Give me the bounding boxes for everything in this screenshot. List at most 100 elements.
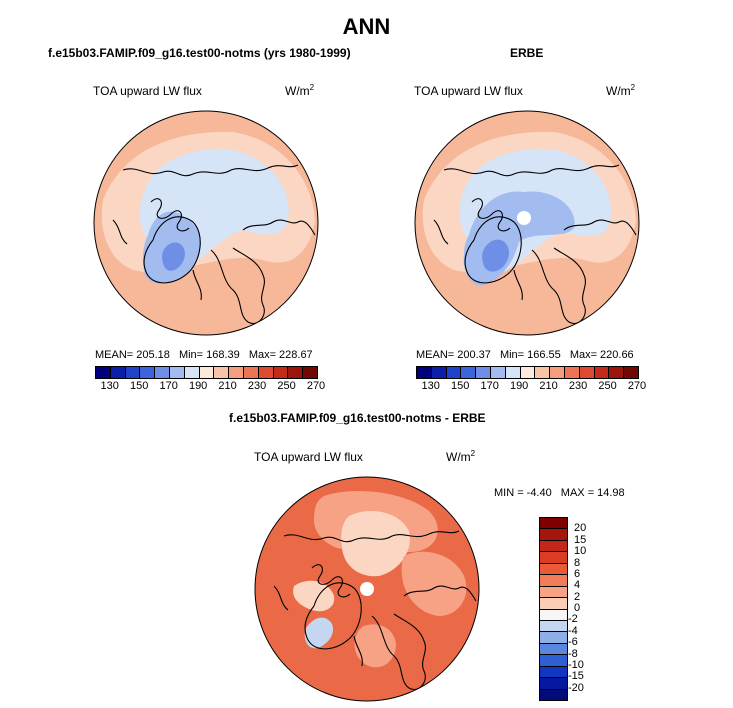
colorbar-tick-label: 190 bbox=[188, 380, 208, 392]
model-panel-title: f.e15b03.FAMIP.f09_g16.test00-notms (yrs… bbox=[48, 46, 351, 60]
colorbar-swatch bbox=[417, 367, 432, 378]
obs-map bbox=[414, 110, 640, 336]
obs-max-label: Max= bbox=[569, 349, 598, 361]
diff-field-pale-2 bbox=[293, 580, 335, 612]
colorbar-swatch bbox=[540, 689, 567, 700]
colorbar-swatch bbox=[505, 367, 521, 378]
colorbar-swatch bbox=[184, 367, 200, 378]
colorbar-tick-label: 170 bbox=[480, 380, 499, 392]
colorbar-tick-label: 20 bbox=[574, 522, 587, 535]
obs-max-value: 220.66 bbox=[600, 349, 634, 361]
diff-field-light-3 bbox=[354, 624, 396, 668]
colorbar-swatch bbox=[476, 367, 491, 378]
diff-min-label: MIN = bbox=[494, 487, 524, 499]
colorbar-swatch bbox=[540, 598, 567, 610]
model-min-label: Min= bbox=[178, 349, 204, 361]
colorbar-tick-label: 150 bbox=[451, 380, 470, 392]
model-min-value: 168.39 bbox=[206, 349, 240, 361]
colorbar-swatch bbox=[624, 367, 638, 378]
colorbar-swatch bbox=[540, 620, 567, 633]
colorbar-tick-label: 210 bbox=[539, 380, 558, 392]
colorbar-swatch bbox=[540, 609, 567, 621]
colorbar-tick-label: 4 bbox=[574, 579, 581, 592]
colorbar-swatch bbox=[535, 367, 551, 378]
colorbar-swatch bbox=[303, 367, 317, 378]
model-field-greenland-core bbox=[162, 242, 185, 271]
colorbar-swatch bbox=[579, 367, 595, 378]
colorbar-tick-label: 170 bbox=[159, 380, 178, 392]
colorbar-swatch bbox=[288, 367, 304, 378]
diff-max-value: 14.98 bbox=[597, 487, 625, 499]
colorbar-swatch bbox=[540, 575, 567, 587]
colorbar-tick-label: 230 bbox=[247, 380, 267, 392]
diff-units: W/m2 bbox=[446, 449, 475, 464]
diff-colorbar-ticks: 20 15 10 8 6 4 2 0 -2 -4 -6 -8 -10 -15 -20 bbox=[568, 517, 612, 699]
model-stats: MEAN= 205.18 Min= 168.39 Max= 228.67 bbox=[95, 349, 313, 361]
diff-units-exponent: 2 bbox=[470, 449, 476, 458]
colorbar-swatch bbox=[446, 367, 462, 378]
obs-colorbar-ticks: 130 150 170 190 210 230 250 270 bbox=[416, 380, 647, 394]
model-colorbar-ticks: 130 150 170 190 210 230 250 270 bbox=[95, 380, 326, 394]
colorbar-swatch bbox=[110, 367, 126, 378]
obs-coastlines bbox=[433, 164, 637, 324]
obs-units-base: W/m bbox=[606, 84, 631, 98]
model-variable-label: TOA upward LW flux bbox=[93, 84, 202, 98]
colorbar-swatch bbox=[229, 367, 244, 378]
colorbar-swatch bbox=[540, 586, 567, 599]
diff-field-cool-greenland bbox=[304, 617, 334, 649]
colorbar-tick-label: 190 bbox=[509, 380, 529, 392]
colorbar-swatch bbox=[490, 367, 506, 378]
colorbar-tick-label: 270 bbox=[627, 380, 647, 392]
obs-pole-missing bbox=[517, 211, 531, 225]
colorbar-tick-label: 130 bbox=[100, 380, 119, 392]
page-title: ANN bbox=[342, 14, 391, 39]
colorbar-swatch bbox=[243, 367, 259, 378]
colorbar-swatch bbox=[214, 367, 230, 378]
obs-panel-title: ERBE bbox=[510, 46, 544, 60]
colorbar-swatch bbox=[140, 367, 156, 378]
colorbar-swatch bbox=[550, 367, 565, 378]
colorbar-tick-label: 210 bbox=[218, 380, 237, 392]
colorbar-tick-label: 150 bbox=[130, 380, 149, 392]
colorbar-tick-label: -20 bbox=[568, 681, 584, 694]
colorbar-swatch bbox=[540, 632, 567, 644]
model-max-label: Max= bbox=[248, 349, 277, 361]
colorbar-tick-label: -6 bbox=[568, 636, 578, 649]
model-colorbar bbox=[95, 366, 318, 379]
obs-mean-value: 200.37 bbox=[457, 349, 491, 361]
obs-min-label: Min= bbox=[499, 349, 525, 361]
diff-max-label: MAX = bbox=[560, 487, 595, 499]
obs-units: W/m2 bbox=[606, 83, 635, 98]
colorbar-swatch bbox=[540, 655, 567, 667]
colorbar-tick-label: 6 bbox=[574, 567, 581, 580]
diff-coastlines bbox=[273, 530, 477, 690]
colorbar-swatch bbox=[431, 367, 447, 378]
model-coastlines bbox=[112, 164, 316, 324]
colorbar-tick-label: 15 bbox=[574, 533, 587, 546]
colorbar-swatch bbox=[258, 367, 274, 378]
colorbar-tick-label: 10 bbox=[574, 545, 587, 558]
colorbar-tick-label: 250 bbox=[277, 380, 296, 392]
colorbar-swatch bbox=[520, 367, 536, 378]
diff-min-value: -4.40 bbox=[526, 487, 552, 499]
colorbar-swatch bbox=[540, 552, 567, 564]
colorbar-swatch bbox=[540, 529, 567, 541]
colorbar-tick-label: 130 bbox=[421, 380, 440, 392]
colorbar-tick-label: 230 bbox=[568, 380, 588, 392]
colorbar-tick-label: -10 bbox=[568, 658, 584, 671]
colorbar-swatch bbox=[594, 367, 610, 378]
obs-mean-label: MEAN= bbox=[416, 349, 455, 361]
colorbar-swatch bbox=[540, 666, 567, 679]
obs-colorbar bbox=[416, 366, 639, 379]
colorbar-tick-label: -2 bbox=[568, 613, 578, 626]
colorbar-tick-label: 250 bbox=[598, 380, 617, 392]
model-units-base: W/m bbox=[285, 84, 310, 98]
colorbar-swatch bbox=[96, 367, 111, 378]
colorbar-tick-label: -15 bbox=[568, 670, 584, 683]
model-mean-value: 205.18 bbox=[136, 349, 170, 361]
colorbar-tick-label: 0 bbox=[574, 602, 581, 614]
diff-stats: MIN = -4.40 MAX = 14.98 bbox=[494, 487, 625, 499]
colorbar-tick-label: 8 bbox=[574, 556, 581, 569]
model-max-value: 228.67 bbox=[279, 349, 313, 361]
diff-field-pale-1 bbox=[341, 511, 410, 577]
